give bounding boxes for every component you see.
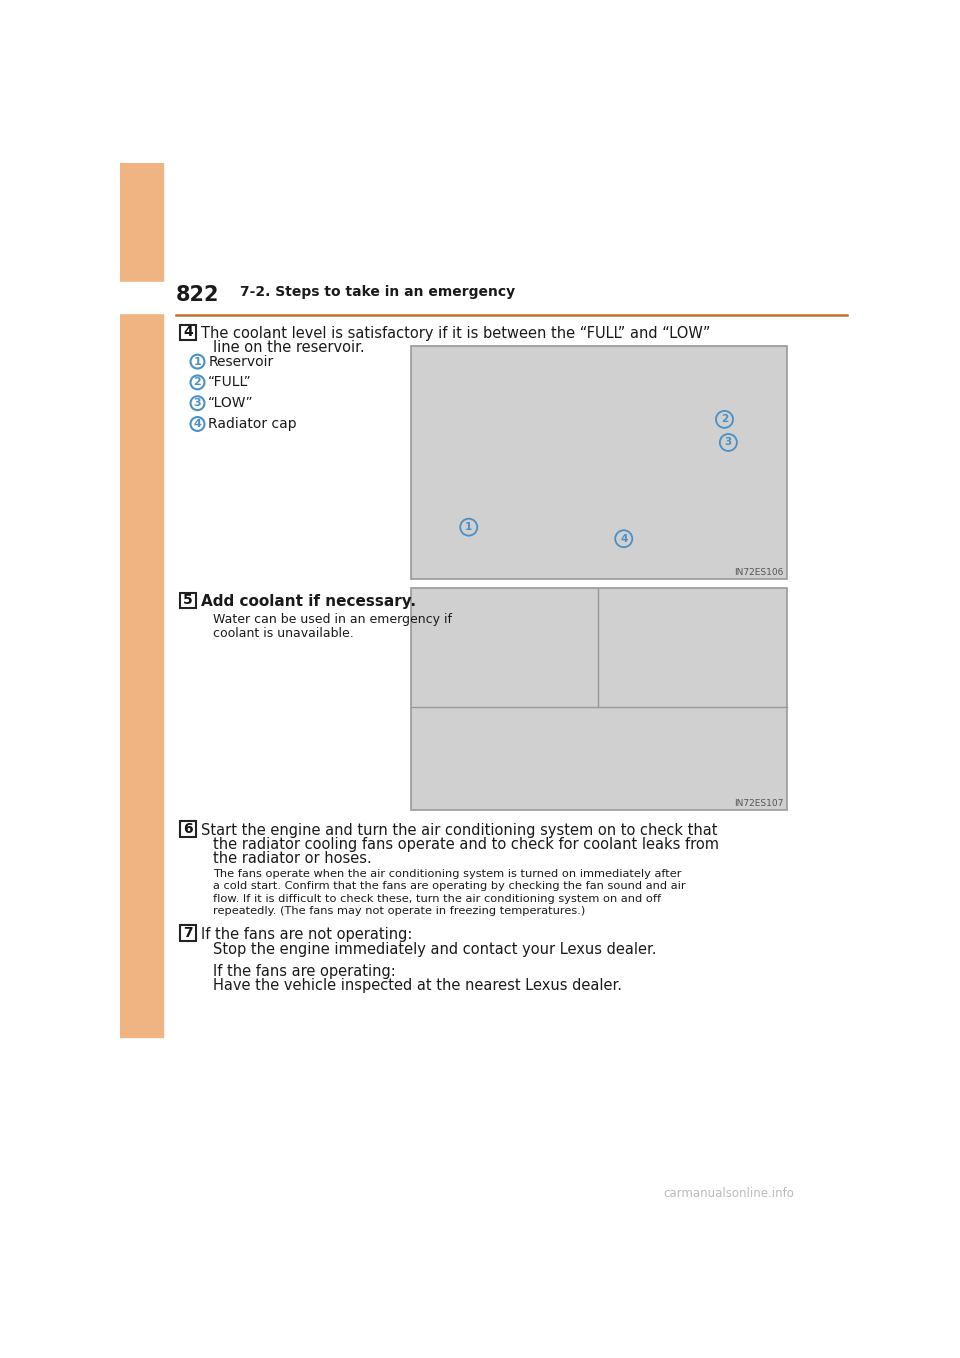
Text: 5: 5 bbox=[183, 593, 193, 607]
Text: 4: 4 bbox=[620, 534, 628, 543]
Text: Have the vehicle inspected at the nearest Lexus dealer.: Have the vehicle inspected at the neares… bbox=[213, 978, 622, 993]
Text: line on the reservoir.: line on the reservoir. bbox=[213, 340, 365, 354]
Text: Add coolant if necessary.: Add coolant if necessary. bbox=[201, 595, 416, 610]
Text: 1: 1 bbox=[194, 357, 202, 367]
Text: Water can be used in an emergency if: Water can be used in an emergency if bbox=[213, 612, 452, 626]
Bar bbox=[411, 588, 786, 809]
Text: “FULL”: “FULL” bbox=[208, 375, 252, 390]
Text: 6: 6 bbox=[183, 822, 193, 837]
Text: IN72ES106: IN72ES106 bbox=[734, 568, 783, 577]
Text: Reservoir: Reservoir bbox=[208, 354, 274, 368]
Bar bbox=[180, 925, 196, 941]
Text: Stop the engine immediately and contact your Lexus dealer.: Stop the engine immediately and contact … bbox=[213, 942, 657, 957]
Text: coolant is unavailable.: coolant is unavailable. bbox=[213, 626, 353, 640]
Text: IN72ES107: IN72ES107 bbox=[734, 800, 783, 808]
Text: Start the engine and turn the air conditioning system on to check that: Start the engine and turn the air condit… bbox=[201, 823, 717, 838]
Text: 7: 7 bbox=[183, 926, 193, 940]
Text: “LOW”: “LOW” bbox=[208, 397, 254, 410]
Text: flow. If it is difficult to check these, turn the air conditioning system on and: flow. If it is difficult to check these,… bbox=[213, 894, 661, 903]
Bar bbox=[180, 592, 196, 608]
Text: Radiator cap: Radiator cap bbox=[208, 417, 297, 430]
Text: 4: 4 bbox=[194, 420, 202, 429]
Bar bbox=[411, 346, 786, 579]
Text: 3: 3 bbox=[725, 437, 732, 448]
Text: If the fans are operating:: If the fans are operating: bbox=[213, 964, 396, 979]
Text: 7-2. Steps to take in an emergency: 7-2. Steps to take in an emergency bbox=[240, 285, 516, 299]
Bar bbox=[180, 822, 196, 837]
Bar bbox=[120, 282, 864, 314]
Bar bbox=[180, 325, 196, 340]
Text: 2: 2 bbox=[721, 414, 728, 424]
Bar bbox=[120, 163, 162, 1038]
Text: 4: 4 bbox=[183, 326, 193, 340]
Text: a cold start. Confirm that the fans are operating by checking the fan sound and : a cold start. Confirm that the fans are … bbox=[213, 881, 685, 891]
Text: If the fans are not operating:: If the fans are not operating: bbox=[201, 926, 412, 942]
Text: carmanualsonline.info: carmanualsonline.info bbox=[663, 1187, 794, 1200]
Text: The fans operate when the air conditioning system is turned on immediately after: The fans operate when the air conditioni… bbox=[213, 869, 682, 879]
Text: 1: 1 bbox=[466, 523, 472, 532]
Text: The coolant level is satisfactory if it is between the “FULL” and “LOW”: The coolant level is satisfactory if it … bbox=[201, 326, 710, 341]
Text: 3: 3 bbox=[194, 398, 202, 409]
Text: repeatedly. (The fans may not operate in freezing temperatures.): repeatedly. (The fans may not operate in… bbox=[213, 906, 586, 917]
Text: the radiator cooling fans operate and to check for coolant leaks from: the radiator cooling fans operate and to… bbox=[213, 837, 719, 851]
Text: 822: 822 bbox=[176, 285, 219, 304]
Text: 2: 2 bbox=[194, 378, 202, 387]
Text: the radiator or hoses.: the radiator or hoses. bbox=[213, 850, 372, 865]
